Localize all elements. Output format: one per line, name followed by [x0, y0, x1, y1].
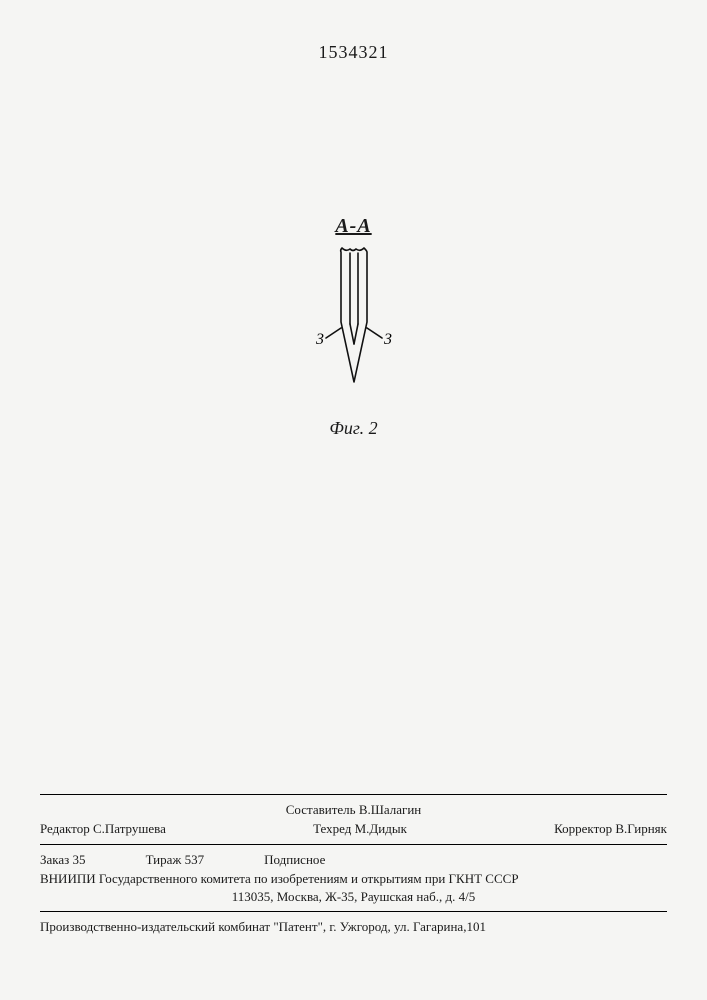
figure-svg: 3 3	[274, 244, 434, 414]
institute-address: 113035, Москва, Ж-35, Раушская наб., д. …	[40, 888, 667, 906]
order-number: Заказ 35	[40, 851, 86, 869]
corrector-credit: Корректор В.Гирняк	[554, 820, 667, 838]
credits-row: Редактор С.Патрушева Техред М.Дидык Корр…	[40, 820, 667, 838]
publisher-line: Производственно-издательский комбинат "П…	[40, 918, 667, 936]
section-label: А-А	[0, 215, 707, 238]
divider	[40, 911, 667, 912]
ref-label-left: 3	[315, 331, 324, 348]
divider	[40, 794, 667, 795]
print-run: Тираж 537	[146, 851, 205, 869]
ref-label-right: 3	[383, 331, 392, 348]
editor-credit: Редактор С.Патрушева	[40, 820, 166, 838]
divider	[40, 844, 667, 845]
compiler-line: Составитель В.Шалагин	[40, 801, 667, 819]
page-number: 1534321	[0, 42, 707, 63]
figure-block: А-А 3 3 Фиг. 2	[0, 215, 707, 439]
subscription: Подписное	[264, 851, 325, 869]
figure-caption: Фиг. 2	[0, 418, 707, 439]
institute-line: ВНИИПИ Государственного комитета по изоб…	[40, 870, 667, 888]
order-row: Заказ 35 Тираж 537 Подписное	[40, 851, 667, 869]
techred-credit: Техред М.Дидык	[313, 820, 407, 838]
footer-block: Составитель В.Шалагин Редактор С.Патруше…	[40, 788, 667, 936]
